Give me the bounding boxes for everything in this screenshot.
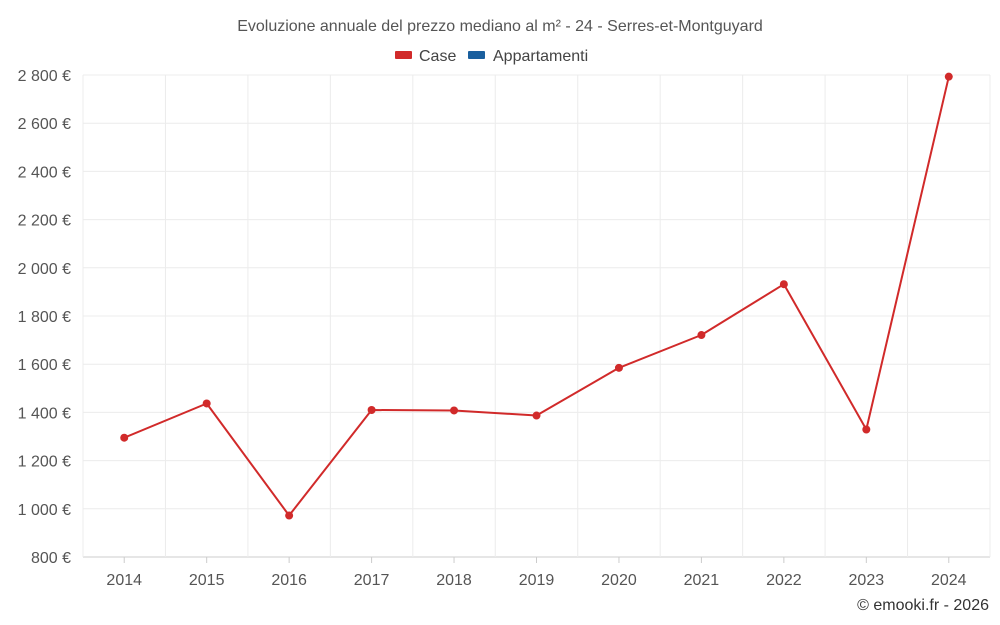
x-tick-label: 2019 <box>519 572 555 589</box>
data-point-case-2017 <box>367 405 376 414</box>
data-point-case-2019 <box>532 411 541 420</box>
y-tick-label: 1 400 € <box>18 405 71 422</box>
data-point-case-2014 <box>120 433 129 442</box>
x-tick-label: 2016 <box>271 572 307 589</box>
x-tick-label: 2018 <box>436 572 472 589</box>
y-tick-label: 800 € <box>31 550 71 567</box>
data-point-case-2024 <box>944 72 953 81</box>
y-tick-label: 1 800 € <box>18 309 71 326</box>
legend-swatch-appartamenti <box>468 51 485 59</box>
y-tick-label: 2 400 € <box>18 164 71 181</box>
credit-text: © emooki.fr - 2026 <box>857 597 989 614</box>
x-tick-label: 2023 <box>849 572 885 589</box>
x-tick-label: 2017 <box>354 572 390 589</box>
x-tick-label: 2022 <box>766 572 802 589</box>
data-point-case-2022 <box>779 280 788 289</box>
y-tick-label: 1 000 € <box>18 502 71 519</box>
legend-item-case[interactable]: Case <box>395 48 456 65</box>
legend-label-appartamenti: Appartamenti <box>493 48 588 65</box>
legend-label-case: Case <box>419 48 456 65</box>
y-tick-label: 2 000 € <box>18 261 71 278</box>
x-tick-label: 2020 <box>601 572 637 589</box>
data-point-case-2018 <box>450 406 459 415</box>
x-tick-label: 2014 <box>106 572 142 589</box>
chart-title: Evoluzione annuale del prezzo mediano al… <box>237 18 763 35</box>
x-axis: 2014 2015 2016 2017 2018 2019 2020 2021 2022 2023… <box>106 557 967 589</box>
series-case <box>120 72 953 520</box>
data-point-case-2020 <box>614 363 623 372</box>
y-tick-label: 1 200 € <box>18 454 71 471</box>
y-tick-label: 2 600 € <box>18 116 71 133</box>
grid <box>82 74 991 558</box>
data-point-case-2016 <box>285 511 294 520</box>
data-point-case-2023 <box>862 425 871 434</box>
y-tick-label: 2 800 € <box>18 68 71 85</box>
legend: Case Appartamenti <box>395 48 588 65</box>
x-tick-label: 2024 <box>931 572 967 589</box>
y-axis: 800 € 1 000 € 1 200 € 1 400 € 1 600 € 1 800 €… <box>18 68 71 567</box>
x-tick-label: 2015 <box>189 572 225 589</box>
y-tick-label: 1 600 € <box>18 357 71 374</box>
data-point-case-2015 <box>202 399 211 408</box>
x-tick-label: 2021 <box>684 572 720 589</box>
y-tick-label: 2 200 € <box>18 213 71 230</box>
legend-swatch-case <box>395 51 412 59</box>
legend-item-appartamenti[interactable]: Appartamenti <box>468 48 588 65</box>
data-point-case-2021 <box>697 331 706 340</box>
